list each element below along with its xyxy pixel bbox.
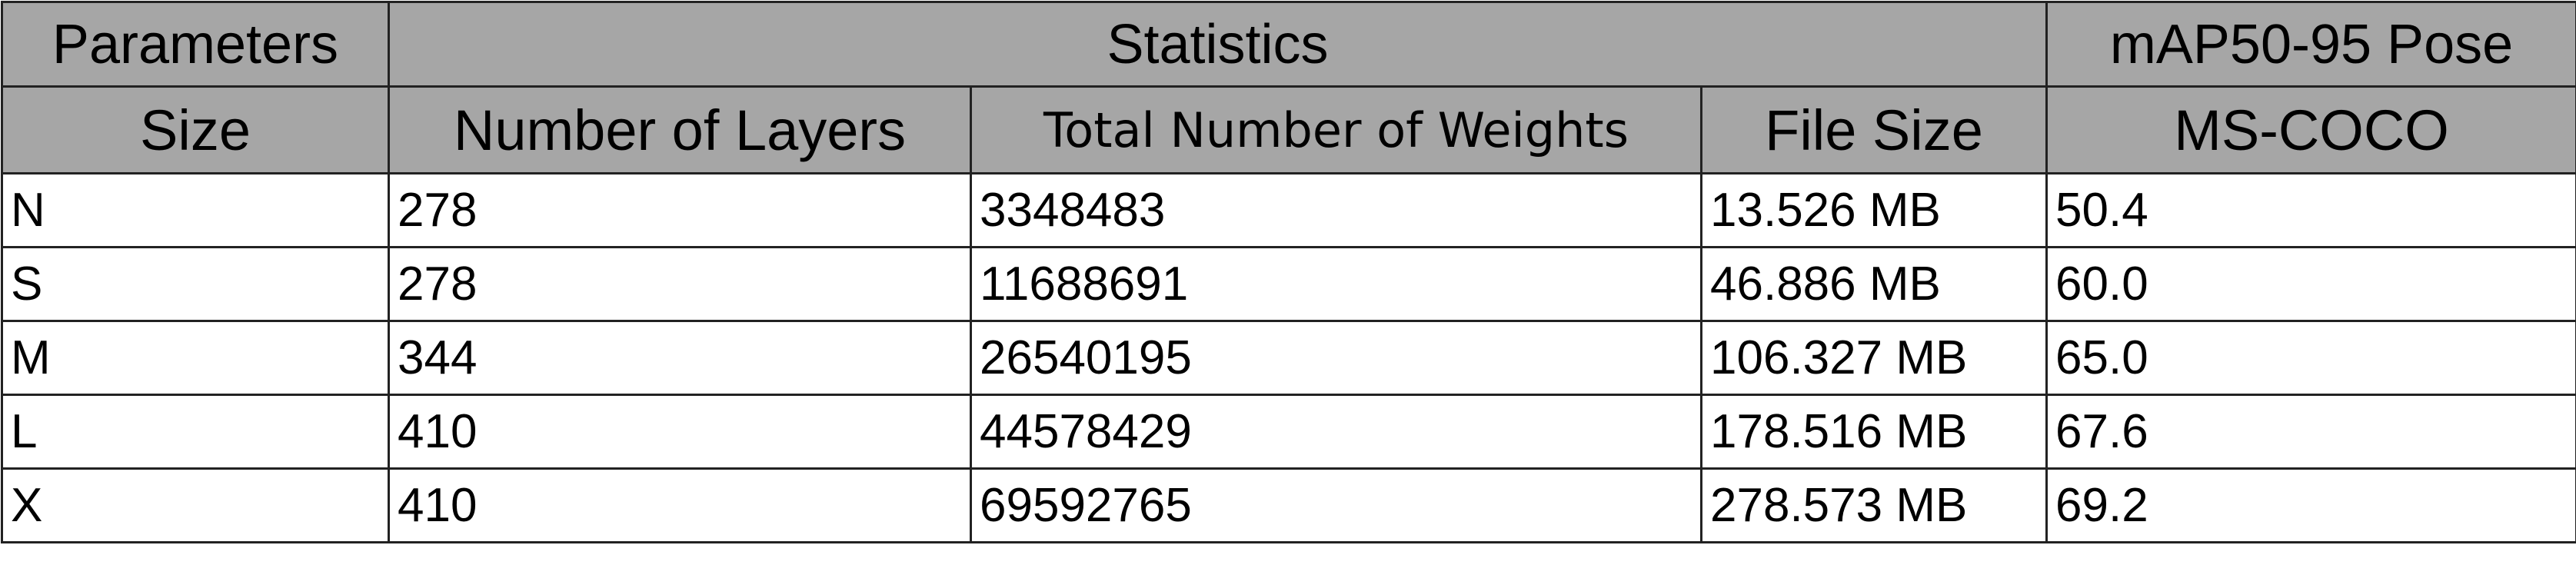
weights-column-header: Total Number of Weights bbox=[971, 87, 1702, 174]
dataset-column-header: MS-COCO bbox=[2047, 87, 2576, 174]
layers-cell: 410 bbox=[389, 469, 971, 543]
column-header-row: Size Number of Layers Total Number of We… bbox=[2, 87, 2576, 174]
size-cell: N bbox=[2, 174, 389, 248]
file-size-cell: 106.327 MB bbox=[1702, 321, 2047, 395]
map-cell: 60.0 bbox=[2047, 248, 2576, 321]
size-column-header: Size bbox=[2, 87, 389, 174]
map-cell: 50.4 bbox=[2047, 174, 2576, 248]
weights-cell: 26540195 bbox=[971, 321, 1702, 395]
layers-cell: 344 bbox=[389, 321, 971, 395]
layers-column-header: Number of Layers bbox=[389, 87, 971, 174]
size-cell: M bbox=[2, 321, 389, 395]
group-header-row: Parameters Statistics mAP50-95 Pose bbox=[2, 2, 2576, 87]
file-size-cell: 46.886 MB bbox=[1702, 248, 2047, 321]
weights-cell: 69592765 bbox=[971, 469, 1702, 543]
map-cell: 65.0 bbox=[2047, 321, 2576, 395]
table-row: L 410 44578429 178.516 MB 67.6 bbox=[2, 395, 2576, 469]
weights-cell: 44578429 bbox=[971, 395, 1702, 469]
model-statistics-table: Parameters Statistics mAP50-95 Pose Size… bbox=[1, 1, 2576, 543]
map-cell: 69.2 bbox=[2047, 469, 2576, 543]
size-cell: X bbox=[2, 469, 389, 543]
table-row: S 278 11688691 46.886 MB 60.0 bbox=[2, 248, 2576, 321]
statistics-group-header: Statistics bbox=[389, 2, 2047, 87]
file-size-cell: 13.526 MB bbox=[1702, 174, 2047, 248]
layers-cell: 410 bbox=[389, 395, 971, 469]
weights-cell: 11688691 bbox=[971, 248, 1702, 321]
pose-group-header: mAP50-95 Pose bbox=[2047, 2, 2576, 87]
size-cell: L bbox=[2, 395, 389, 469]
file-size-cell: 278.573 MB bbox=[1702, 469, 2047, 543]
table-row: N 278 3348483 13.526 MB 50.4 bbox=[2, 174, 2576, 248]
table-row: M 344 26540195 106.327 MB 65.0 bbox=[2, 321, 2576, 395]
file-size-column-header: File Size bbox=[1702, 87, 2047, 174]
layers-cell: 278 bbox=[389, 248, 971, 321]
map-cell: 67.6 bbox=[2047, 395, 2576, 469]
layers-cell: 278 bbox=[389, 174, 971, 248]
size-cell: S bbox=[2, 248, 389, 321]
parameters-group-header: Parameters bbox=[2, 2, 389, 87]
weights-cell: 3348483 bbox=[971, 174, 1702, 248]
file-size-cell: 178.516 MB bbox=[1702, 395, 2047, 469]
table-row: X 410 69592765 278.573 MB 69.2 bbox=[2, 469, 2576, 543]
